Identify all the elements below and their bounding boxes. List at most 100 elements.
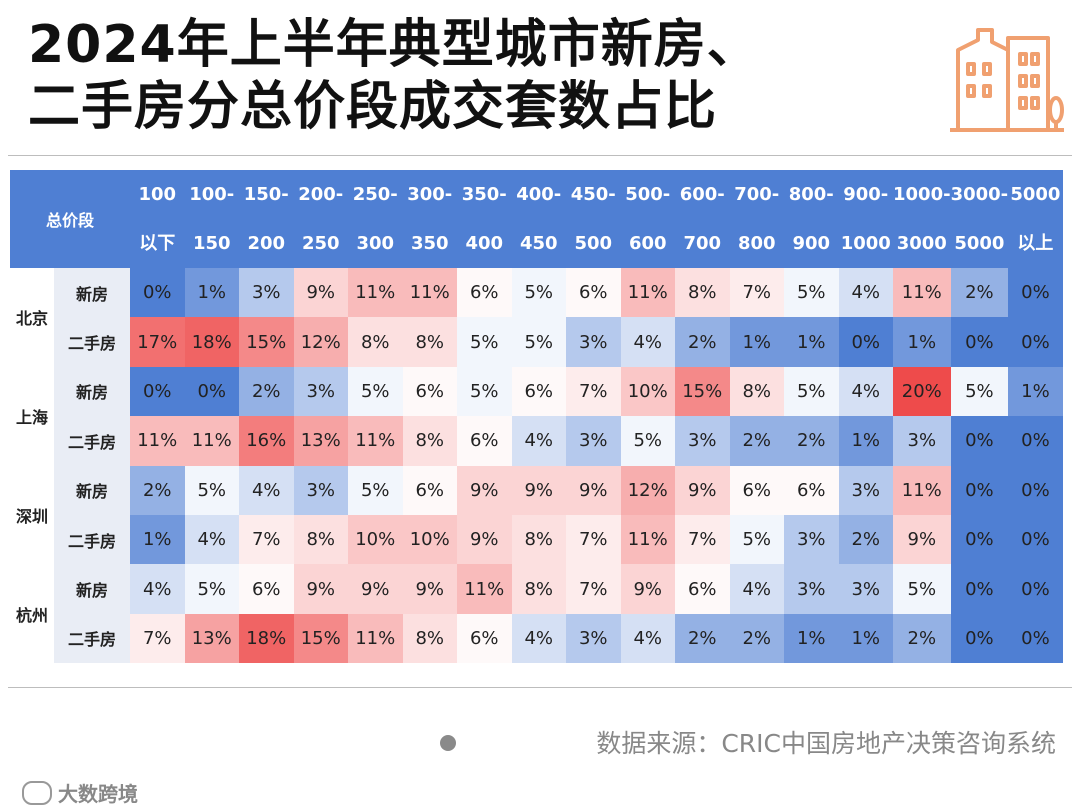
- heatmap-cell: 9%: [293, 564, 348, 614]
- heatmap-cell: 6%: [566, 268, 621, 318]
- heatmap-cell: 15%: [293, 613, 348, 664]
- heatmap-cell: 2%: [130, 465, 185, 515]
- heatmap-cell: 6%: [402, 366, 457, 417]
- heatmap-cell: 3%: [838, 564, 893, 614]
- heatmap-cell: 10%: [620, 366, 675, 417]
- column-header-line-1: 150-: [243, 184, 289, 205]
- column-header: 1000- 3000: [893, 170, 951, 268]
- column-header-line-1: 100: [138, 184, 177, 205]
- heatmap-cell: 5%: [184, 465, 239, 515]
- heatmap-cell: 5%: [784, 366, 839, 417]
- heatmap-cell: 3%: [784, 564, 839, 614]
- column-header-line-2: 800: [737, 233, 776, 254]
- column-header: 100 以下: [130, 170, 185, 268]
- column-header-line-1: 100-: [189, 184, 235, 205]
- heatmap-cell: 5%: [348, 465, 403, 515]
- heatmap-cell: 3%: [239, 268, 294, 318]
- column-header-line-1: 200-: [298, 184, 344, 205]
- bottom-divider: [8, 687, 1072, 688]
- heatmap-cell: 3%: [675, 416, 730, 466]
- heatmap-cell: 8%: [675, 268, 730, 318]
- column-header: 100- 150: [184, 170, 239, 268]
- heatmap-cell: 4%: [620, 613, 675, 664]
- heatmap-cell: 11%: [184, 416, 239, 466]
- column-header-line-1: 350-: [461, 184, 507, 205]
- table-row: 二手房 7% 13% 18% 15% 11% 8% 6% 4% 3% 4% 2% 2% 1% 1% 2% 0% 0…: [10, 613, 1063, 664]
- heatmap-cell: 11%: [130, 416, 185, 466]
- heatmap-cell: 0%: [1008, 416, 1063, 466]
- column-header-line-2: 700: [683, 233, 722, 254]
- column-header: 400- 450: [511, 170, 566, 268]
- city-label: 北京: [10, 268, 54, 367]
- heatmap-cell: 4%: [130, 564, 185, 614]
- heatmap-cell: 0%: [838, 317, 893, 367]
- column-header-line-2: 以下: [139, 233, 176, 254]
- heatmap-cell: 5%: [620, 416, 675, 466]
- table-row: 深圳 新房 2% 5% 4% 3% 5% 6% 9% 9% 9% 12% 9% 6% 6% 3% 11% 0% 0%: [10, 465, 1063, 565]
- column-header-line-1: 700-: [734, 184, 780, 205]
- heatmap-cell: 0%: [950, 514, 1009, 565]
- heatmap-cell: 8%: [293, 514, 348, 565]
- column-header-line-1: 800-: [788, 184, 834, 205]
- heatmap-cell: 2%: [675, 613, 730, 664]
- heatmap-cell: 0%: [1008, 613, 1063, 664]
- heatmap-cell: 9%: [457, 514, 512, 565]
- heatmap-cell: 11%: [348, 613, 403, 664]
- column-header: 450- 500: [566, 170, 621, 268]
- column-header-line-1: 3000-: [950, 184, 1009, 205]
- heatmap-cell: 6%: [784, 465, 839, 515]
- table-row: 杭州 新房 4% 5% 6% 9% 9% 9% 11% 8% 7% 9% 6% 4% 3% 3% 5% 0% 0%: [10, 564, 1063, 664]
- heatmap-cell: 6%: [457, 416, 512, 466]
- heatmap-cell: 9%: [511, 465, 566, 515]
- heatmap-cell: 2%: [729, 613, 784, 664]
- column-header: 350- 400: [457, 170, 512, 268]
- column-header: 200- 250: [293, 170, 348, 268]
- heatmap-cell: 4%: [184, 514, 239, 565]
- heatmap-cell: 7%: [566, 564, 621, 614]
- heatmap-cell: 1%: [784, 613, 839, 664]
- housing-type-label: 二手房: [54, 514, 130, 565]
- city-label: 深圳: [10, 465, 54, 565]
- heatmap-cell: 1%: [838, 416, 893, 466]
- heatmap-cell: 9%: [675, 465, 730, 515]
- heatmap-cell: 2%: [838, 514, 893, 565]
- building-icon: [950, 28, 1064, 132]
- housing-type-label: 二手房: [54, 317, 130, 367]
- heatmap-cell: 5%: [457, 317, 512, 367]
- heatmap-cell: 7%: [675, 514, 730, 565]
- heatmap-cell: 6%: [729, 465, 784, 515]
- heatmap-cell: 6%: [457, 268, 512, 318]
- column-header-line-1: 1000-: [893, 184, 951, 205]
- heatmap-cell: 5%: [950, 366, 1009, 417]
- heatmap-cell: 7%: [239, 514, 294, 565]
- heatmap-cell: 9%: [566, 465, 621, 515]
- heatmap-cell: 3%: [893, 416, 951, 466]
- heatmap-cell: 7%: [566, 366, 621, 417]
- heatmap-cell: 6%: [402, 465, 457, 515]
- column-header-line-2: 250: [301, 233, 340, 254]
- table-row: 上海 新房 0% 0% 2% 3% 5% 6% 5% 6% 7% 10% 15% 8% 5% 4% 20% 5% 1…: [10, 366, 1063, 466]
- column-header-line-2: 5000: [954, 233, 1005, 254]
- column-header: 700- 800: [729, 170, 784, 268]
- housing-type-label: 新房: [54, 268, 130, 318]
- heatmap-cell: 2%: [784, 416, 839, 466]
- heatmap-cell: 11%: [893, 268, 951, 318]
- heatmap-cell: 6%: [239, 564, 294, 614]
- heatmap-cell: 0%: [1008, 268, 1063, 318]
- heatmap-cell: 15%: [239, 317, 294, 367]
- heatmap-cell: 5%: [784, 268, 839, 318]
- title-line-1: 2024年上半年典型城市新房、: [28, 15, 760, 75]
- column-header: 500- 600: [620, 170, 675, 268]
- heatmap-cell: 11%: [620, 268, 675, 318]
- heatmap-cell: 9%: [620, 564, 675, 614]
- heatmap-cell: 5%: [457, 366, 512, 417]
- heatmap-cell: 1%: [784, 317, 839, 367]
- column-header-line-1: 450-: [570, 184, 616, 205]
- heatmap-cell: 4%: [511, 416, 566, 466]
- heatmap-cell: 7%: [566, 514, 621, 565]
- heatmap-cell: 12%: [620, 465, 675, 515]
- heatmap-cell: 7%: [729, 268, 784, 318]
- heatmap-cell: 2%: [675, 317, 730, 367]
- column-header-line-1: 400-: [516, 184, 562, 205]
- heatmap-cell: 0%: [1008, 564, 1063, 614]
